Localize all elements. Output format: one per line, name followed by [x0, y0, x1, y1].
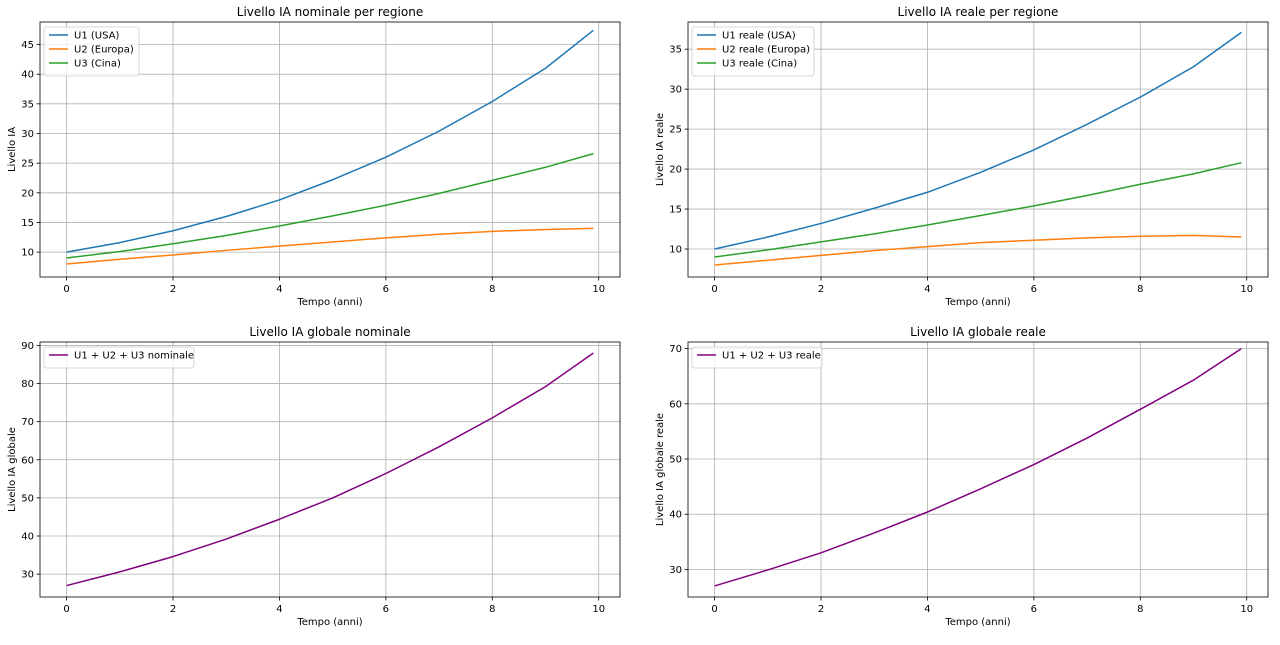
- x-tick-label: 6: [1031, 604, 1037, 615]
- x-tick-label: 0: [711, 604, 717, 615]
- x-tick-label: 4: [924, 284, 930, 295]
- series-line-1: [66, 227, 594, 265]
- legend: U1 + U2 + U3 reale: [691, 346, 823, 369]
- y-tick-label: 60: [21, 455, 34, 466]
- chart-panel-1: 0 2 4 6 8 10 10 15 20 25 30 35 Livello IA reale per …: [655, 5, 1269, 308]
- y-tick-label: 10: [21, 248, 34, 259]
- x-tick-label: 2: [170, 604, 176, 615]
- x-tick-label: 0: [63, 284, 69, 295]
- x-tick-label: 8: [489, 604, 495, 615]
- series-line-2: [714, 161, 1242, 258]
- x-tick-label: 6: [1031, 284, 1037, 295]
- y-tick-label: 25: [21, 159, 34, 170]
- y-tick-label: 30: [669, 565, 682, 576]
- y-tick-label: 40: [21, 532, 34, 543]
- legend-frame: [43, 346, 195, 369]
- y-tick-label: 50: [669, 455, 682, 466]
- series-line-0: [714, 347, 1242, 587]
- y-tick-label: 70: [669, 344, 682, 355]
- y-tick-label: 35: [21, 99, 34, 110]
- y-tick-label: 15: [21, 218, 34, 229]
- series-line-0: [66, 29, 594, 253]
- series-line-0: [66, 352, 594, 587]
- y-tick-label: 35: [669, 45, 682, 56]
- y-axis-label: Livello IA reale: [655, 113, 666, 186]
- y-tick-label: 25: [669, 125, 682, 136]
- y-tick-label: 10: [669, 245, 682, 256]
- x-tick-label: 8: [489, 284, 495, 295]
- x-tick-label: 10: [1240, 604, 1253, 615]
- chart-title: Livello IA nominale per regione: [237, 5, 423, 19]
- y-tick-label: 30: [21, 570, 34, 581]
- chart-title: Livello IA reale per regione: [898, 5, 1059, 19]
- legend-label-0: U1 (USA): [74, 31, 119, 42]
- series-line-1: [714, 234, 1242, 266]
- y-tick-label: 15: [669, 205, 682, 216]
- chart-panel-0: 0 2 4 6 8 10 10 15 20 25 30 35 40 45 Livello IA nomina…: [7, 5, 621, 308]
- axes-frame: [39, 341, 621, 598]
- legend-label-0: U1 reale (USA): [722, 31, 796, 42]
- legend-label-0: U1 + U2 + U3 nominale: [74, 351, 194, 362]
- y-tick-label: 30: [669, 85, 682, 96]
- x-tick-label: 6: [383, 284, 389, 295]
- x-tick-label: 2: [818, 284, 824, 295]
- axes-frame: [687, 341, 1269, 598]
- y-tick-label: 30: [21, 129, 34, 140]
- y-tick-label: 50: [21, 493, 34, 504]
- legend-label-1: U2 (Europa): [74, 45, 134, 56]
- x-tick-label: 10: [1240, 284, 1253, 295]
- x-tick-label: 2: [818, 604, 824, 615]
- x-tick-label: 4: [924, 604, 930, 615]
- x-tick-label: 0: [711, 284, 717, 295]
- y-tick-label: 80: [21, 379, 34, 390]
- x-axis-label: Tempo (anni): [944, 617, 1010, 628]
- x-tick-label: 4: [276, 604, 282, 615]
- legend-label-2: U3 reale (Cina): [722, 59, 797, 70]
- x-axis-label: Tempo (anni): [944, 297, 1010, 308]
- y-tick-label: 40: [21, 70, 34, 81]
- y-tick-label: 90: [21, 341, 34, 352]
- y-tick-label: 60: [669, 399, 682, 410]
- legend-frame: [691, 26, 815, 77]
- x-tick-label: 10: [592, 284, 605, 295]
- x-tick-label: 0: [63, 604, 69, 615]
- series-line-2: [66, 152, 594, 259]
- legend: U1 + U2 + U3 nominale: [43, 346, 195, 369]
- x-tick-label: 8: [1137, 604, 1143, 615]
- y-axis-label: Livello IA globale reale: [655, 413, 666, 526]
- x-tick-label: 10: [592, 604, 605, 615]
- legend-frame: [691, 346, 823, 369]
- chart-title: Livello IA globale reale: [910, 325, 1046, 339]
- y-tick-label: 70: [21, 417, 34, 428]
- y-tick-label: 40: [669, 510, 682, 521]
- x-axis-label: Tempo (anni): [296, 617, 362, 628]
- axes-frame: [687, 21, 1269, 278]
- axes-frame: [39, 21, 621, 278]
- y-axis-label: Livello IA: [7, 127, 18, 172]
- legend-label-0: U1 + U2 + U3 reale: [722, 351, 821, 362]
- x-tick-label: 6: [383, 604, 389, 615]
- x-tick-label: 8: [1137, 284, 1143, 295]
- y-tick-label: 45: [21, 40, 34, 51]
- chart-panel-2: 0 2 4 6 8 10 30 40 50 60 70 80 90 Livello IA globale …: [7, 325, 621, 628]
- series-line-0: [714, 31, 1242, 250]
- x-tick-label: 2: [170, 284, 176, 295]
- y-tick-label: 20: [21, 188, 34, 199]
- legend: U1 (USA) U2 (Europa) U3 (Cina): [43, 26, 140, 77]
- chart-title: Livello IA globale nominale: [249, 325, 410, 339]
- legend: U1 reale (USA) U2 reale (Europa) U3 reale …: [691, 26, 815, 77]
- legend-label-1: U2 reale (Europa): [722, 45, 810, 56]
- y-tick-label: 20: [669, 165, 682, 176]
- y-axis-label: Livello IA globale: [7, 427, 18, 512]
- x-tick-label: 4: [276, 284, 282, 295]
- legend-label-2: U3 (Cina): [74, 59, 121, 70]
- x-axis-label: Tempo (anni): [296, 297, 362, 308]
- chart-panel-3: 0 2 4 6 8 10 30 40 50 60 70 Livello IA globale real…: [655, 325, 1269, 628]
